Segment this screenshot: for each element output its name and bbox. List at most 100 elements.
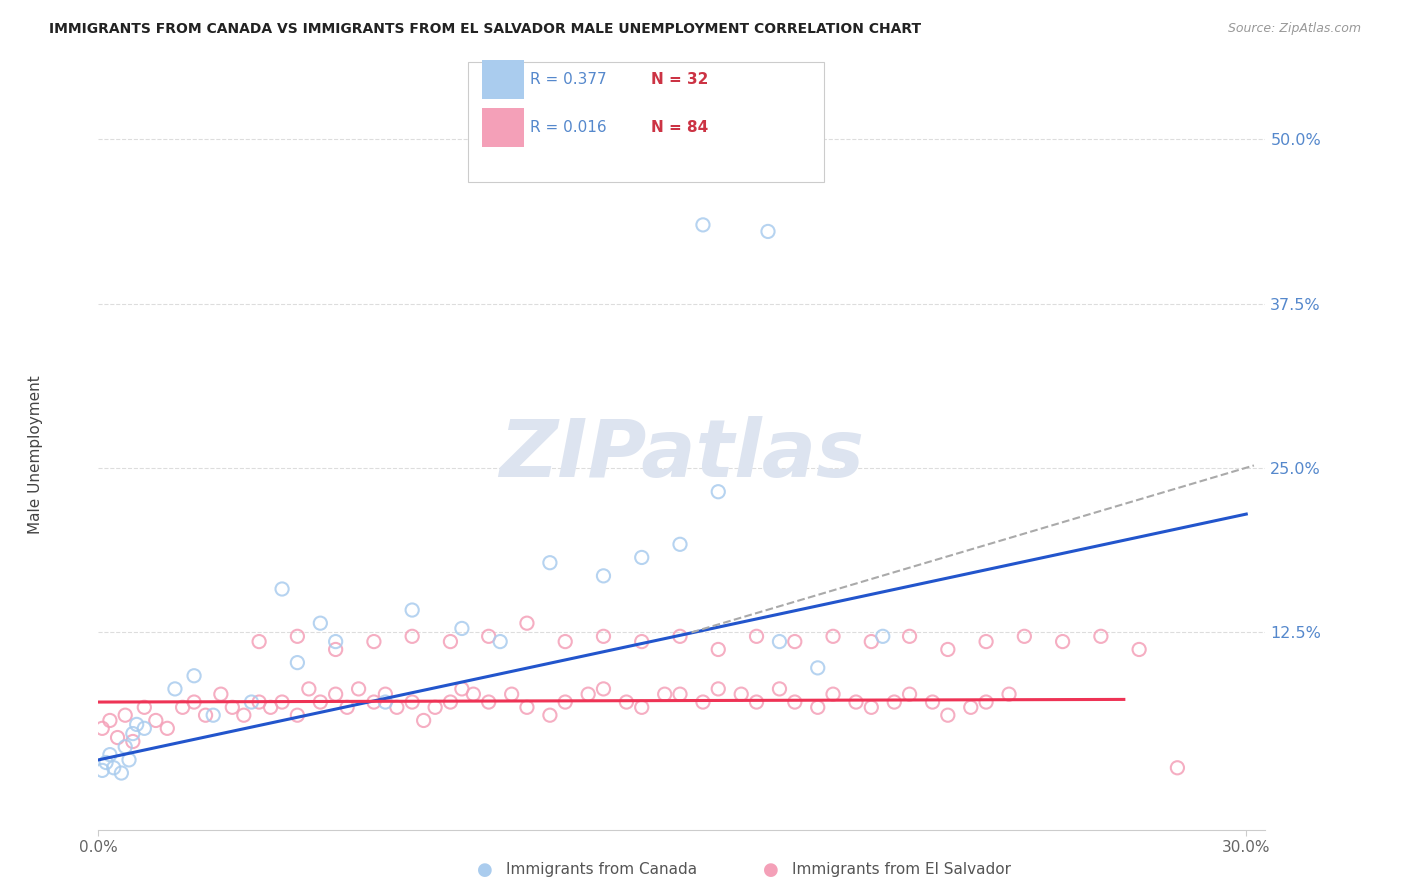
Point bbox=[730, 687, 752, 701]
Text: R = 0.377: R = 0.377 bbox=[530, 72, 606, 87]
Point bbox=[1128, 642, 1150, 657]
Point bbox=[259, 700, 281, 714]
Point bbox=[91, 764, 114, 778]
Point bbox=[1014, 629, 1036, 643]
Point bbox=[134, 700, 156, 714]
Point bbox=[821, 629, 844, 643]
Point bbox=[592, 681, 614, 696]
Point bbox=[821, 687, 844, 701]
Point bbox=[309, 616, 332, 631]
Point bbox=[114, 739, 136, 754]
Point bbox=[145, 714, 167, 728]
Point bbox=[898, 687, 921, 701]
Point bbox=[221, 700, 243, 714]
Point bbox=[630, 634, 652, 648]
Point bbox=[401, 603, 423, 617]
Point bbox=[538, 556, 561, 570]
Point bbox=[374, 687, 396, 701]
Point bbox=[194, 708, 217, 723]
Point bbox=[516, 700, 538, 714]
Point bbox=[107, 731, 129, 745]
Point bbox=[271, 582, 294, 596]
Point bbox=[768, 634, 790, 648]
Point bbox=[336, 700, 359, 714]
Point bbox=[247, 634, 270, 648]
Text: Source: ZipAtlas.com: Source: ZipAtlas.com bbox=[1227, 22, 1361, 36]
Point bbox=[1090, 629, 1112, 643]
Point bbox=[110, 766, 132, 780]
Text: IMMIGRANTS FROM CANADA VS IMMIGRANTS FROM EL SALVADOR MALE UNEMPLOYMENT CORRELAT: IMMIGRANTS FROM CANADA VS IMMIGRANTS FRO… bbox=[49, 22, 921, 37]
Point bbox=[209, 687, 232, 701]
Point bbox=[325, 642, 347, 657]
Point bbox=[271, 695, 294, 709]
Point bbox=[325, 634, 347, 648]
Point bbox=[98, 714, 121, 728]
Point bbox=[654, 687, 676, 701]
Point bbox=[439, 634, 461, 648]
Point bbox=[860, 700, 883, 714]
Point bbox=[883, 695, 905, 709]
Point bbox=[669, 537, 692, 551]
Point bbox=[616, 695, 638, 709]
Text: ●: ● bbox=[477, 861, 494, 879]
Point bbox=[501, 687, 523, 701]
Text: Immigrants from El Salvador: Immigrants from El Salvador bbox=[792, 863, 1011, 877]
Y-axis label: Male Unemployment: Male Unemployment bbox=[28, 376, 42, 534]
Point bbox=[516, 616, 538, 631]
Point bbox=[898, 629, 921, 643]
Point bbox=[936, 642, 959, 657]
Point bbox=[103, 761, 125, 775]
Point bbox=[998, 687, 1021, 701]
Point bbox=[768, 681, 790, 696]
Point bbox=[98, 747, 121, 762]
Point bbox=[183, 695, 205, 709]
Point bbox=[630, 550, 652, 565]
Point bbox=[287, 708, 309, 723]
Point bbox=[183, 669, 205, 683]
Point bbox=[478, 695, 501, 709]
Point bbox=[439, 695, 461, 709]
Point bbox=[202, 708, 225, 723]
Point bbox=[707, 681, 730, 696]
Point bbox=[247, 695, 270, 709]
Point bbox=[156, 722, 179, 736]
Point bbox=[121, 734, 143, 748]
Point bbox=[1052, 634, 1074, 648]
Point bbox=[692, 218, 714, 232]
Point bbox=[860, 634, 883, 648]
Point bbox=[118, 753, 141, 767]
Point bbox=[974, 695, 997, 709]
Point bbox=[669, 687, 692, 701]
Point bbox=[592, 569, 614, 583]
Point bbox=[232, 708, 254, 723]
Point bbox=[412, 714, 434, 728]
Point bbox=[287, 629, 309, 643]
Point bbox=[1166, 761, 1188, 775]
Point bbox=[592, 629, 614, 643]
Point bbox=[921, 695, 943, 709]
Text: N = 32: N = 32 bbox=[651, 72, 709, 87]
Point bbox=[125, 717, 148, 731]
Point bbox=[363, 695, 385, 709]
Point bbox=[783, 634, 806, 648]
Point bbox=[347, 681, 370, 696]
Point bbox=[298, 681, 321, 696]
Point bbox=[669, 629, 692, 643]
Point bbox=[423, 700, 446, 714]
Point bbox=[134, 722, 156, 736]
Point bbox=[451, 622, 474, 636]
Point bbox=[783, 695, 806, 709]
Point bbox=[385, 700, 408, 714]
Text: Immigrants from Canada: Immigrants from Canada bbox=[506, 863, 697, 877]
Point bbox=[974, 634, 997, 648]
Point bbox=[325, 687, 347, 701]
Point bbox=[451, 681, 474, 696]
Point bbox=[692, 695, 714, 709]
Point bbox=[401, 695, 423, 709]
Point bbox=[872, 629, 894, 643]
Point bbox=[745, 629, 768, 643]
Point bbox=[936, 708, 959, 723]
Point bbox=[401, 629, 423, 643]
Point bbox=[756, 224, 779, 238]
Point bbox=[363, 634, 385, 648]
